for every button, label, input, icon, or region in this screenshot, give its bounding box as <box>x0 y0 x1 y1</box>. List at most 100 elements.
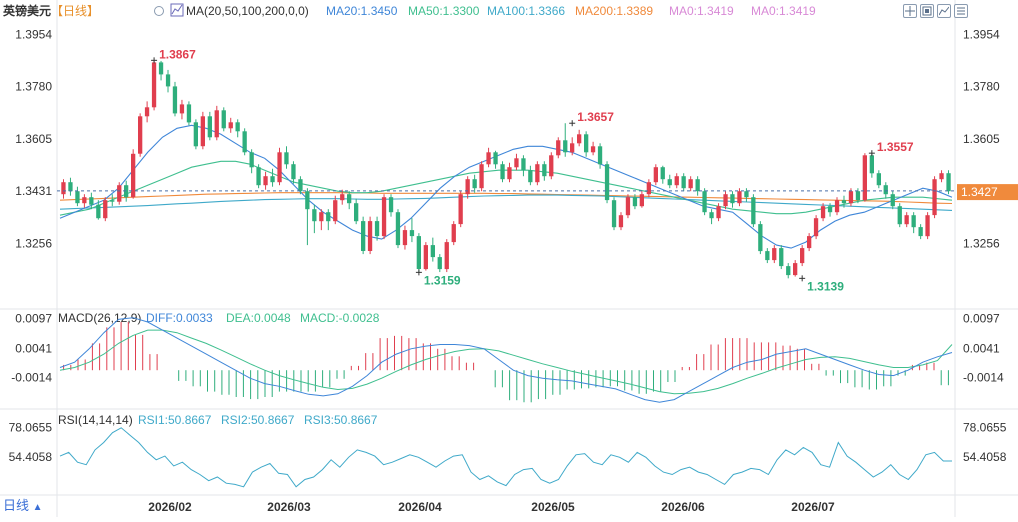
candle-body <box>556 140 561 156</box>
candle-body <box>117 185 122 202</box>
candle-body <box>639 194 644 207</box>
ma-legend-item: MA20:1.3450 <box>326 4 398 18</box>
candle-body <box>688 179 693 189</box>
candle-body <box>207 116 212 138</box>
candle-body <box>876 173 881 186</box>
ma-legend-item: MA200:1.3389 <box>575 4 653 18</box>
ma100-line <box>59 194 953 211</box>
candle-body <box>618 215 624 228</box>
candle-body <box>946 173 951 192</box>
candle-body <box>807 236 812 249</box>
candle-body <box>437 257 442 270</box>
rsi-legend-item: RSI1:50.8667 <box>138 413 212 427</box>
candle-body <box>305 191 310 210</box>
rsi-tick-right: 54.4058 <box>963 450 1007 464</box>
price-tick-right: 1.3780 <box>963 79 1000 93</box>
candle-body <box>841 200 847 204</box>
candle-body <box>584 134 589 153</box>
candle-body <box>270 176 275 183</box>
candle-body <box>800 248 805 264</box>
candle-body <box>388 197 394 213</box>
candle-body <box>604 164 610 201</box>
candle-body <box>444 242 449 270</box>
candle-body <box>653 167 658 183</box>
candle-body <box>395 212 401 246</box>
candle-body <box>158 62 164 75</box>
candle-body <box>172 86 178 114</box>
candle-body <box>186 104 192 123</box>
candle-body <box>374 221 380 237</box>
candle-body <box>765 251 770 261</box>
candle-body <box>744 191 749 198</box>
indicator-icon[interactable] <box>937 4 951 18</box>
candle-body <box>354 203 359 222</box>
ma-legend-item: MA0:1.3419 <box>669 4 734 18</box>
candle-body <box>409 230 415 237</box>
settings-icon[interactable] <box>954 4 968 18</box>
candle-body <box>402 230 408 246</box>
candle-body <box>131 153 136 198</box>
candle-body <box>786 266 791 276</box>
candle-body <box>932 179 937 216</box>
candle-body <box>779 248 784 267</box>
candle-body <box>883 185 888 195</box>
candle-body <box>709 212 714 219</box>
ma-legend-item: MA50:1.3300 <box>408 4 480 18</box>
price-tick-right: 1.3605 <box>963 132 1000 146</box>
candle-body <box>228 122 233 129</box>
candle-body <box>242 131 247 153</box>
candle-body <box>144 107 150 117</box>
price-tick-left: 1.3431 <box>15 184 52 198</box>
candle-body <box>193 122 198 147</box>
candle-body <box>737 191 742 204</box>
fit-icon[interactable] <box>920 4 934 18</box>
candle-body <box>96 204 101 219</box>
candle-body <box>381 197 387 237</box>
candle-body <box>793 263 798 276</box>
ma-legend-item: MA0:1.3419 <box>751 4 816 18</box>
candle-body <box>61 182 66 195</box>
macd-tick-left: 0.0097 <box>15 311 52 325</box>
candle-body <box>890 194 895 207</box>
candle-body <box>68 182 73 192</box>
candle-body <box>507 167 512 180</box>
candle-body <box>521 158 526 171</box>
candle-body <box>577 134 582 144</box>
rsi-legend-item: RSI2:50.8667 <box>221 413 295 427</box>
candle-body <box>695 179 700 192</box>
candle-body <box>340 194 345 201</box>
current-price-tag <box>957 184 1018 201</box>
candle-body <box>855 191 861 201</box>
candle-body <box>570 143 575 153</box>
candle-body <box>235 122 240 132</box>
candle-body <box>82 197 87 204</box>
candle-body <box>458 194 463 225</box>
candle-body <box>472 179 477 189</box>
candle-body <box>138 116 143 154</box>
period-label: 日线 <box>3 498 30 513</box>
candle-body <box>416 236 421 269</box>
candle-body <box>535 164 540 183</box>
candle-body <box>751 197 756 225</box>
macd-title: MACD(26,12,9) <box>58 311 141 325</box>
annotation-label: 1.3139 <box>807 279 844 293</box>
candle-body <box>723 194 728 207</box>
candle-body <box>165 74 171 87</box>
price-tick-left: 1.3256 <box>15 236 52 250</box>
crosshair-icon[interactable] <box>903 4 917 18</box>
candle-body <box>730 194 735 204</box>
date-label: 2026/02 <box>148 500 192 514</box>
candle-body <box>214 110 219 138</box>
candle-body <box>179 104 185 114</box>
date-label: 2026/06 <box>661 500 705 514</box>
date-label: 2026/04 <box>398 500 442 514</box>
rsi-title: RSI(14,14,14) <box>58 413 133 427</box>
macd-legend-item: MACD:-0.0028 <box>300 311 380 325</box>
period-selector[interactable]: 日线 ▲ <box>0 495 48 517</box>
candle-body <box>479 164 484 189</box>
candle-body <box>674 176 679 186</box>
macd-legend-item: DEA:0.0048 <box>226 311 291 325</box>
date-label: 2026/05 <box>531 500 575 514</box>
